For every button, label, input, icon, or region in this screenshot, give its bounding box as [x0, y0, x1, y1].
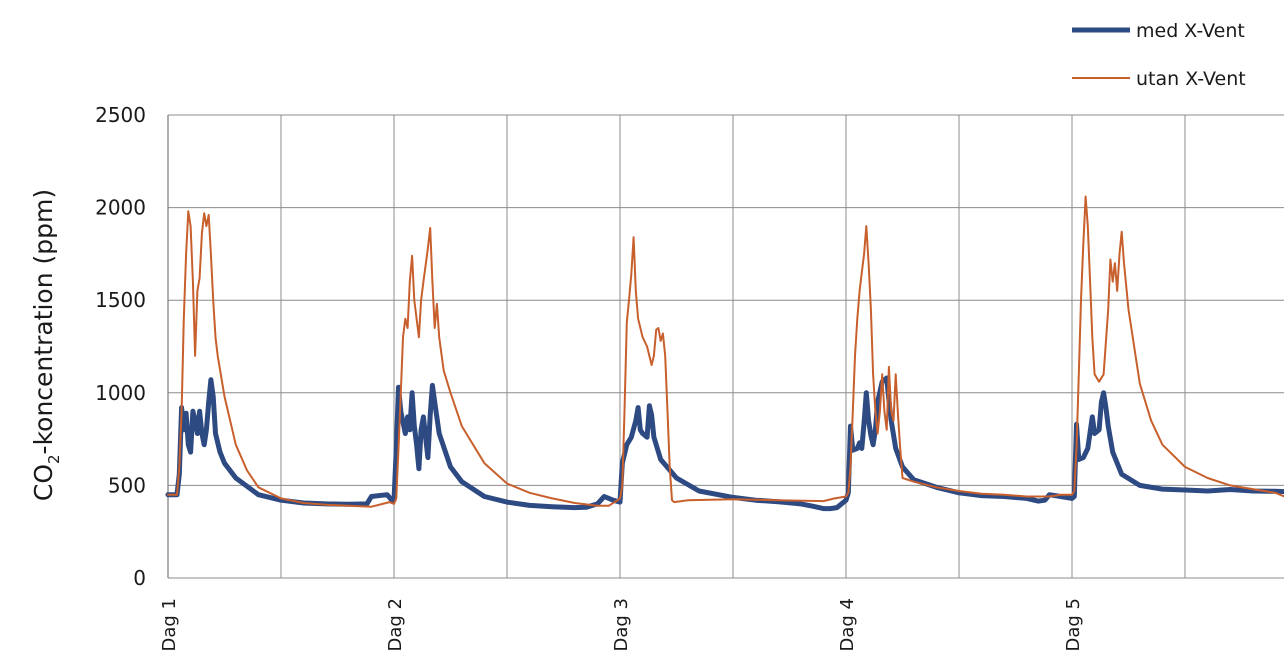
series-line-med-x-vent [165, 375, 1284, 512]
y-axis-ticks: 0 500 1000 1500 2000 2500 [95, 103, 146, 590]
legend-label-utan: utan X-Vent [1136, 68, 1246, 90]
y-tick-label: 1500 [95, 288, 146, 312]
y-tick-label: 2500 [95, 103, 146, 127]
y-tick-label: 0 [133, 566, 146, 590]
y-axis-label: CO2-koncentration (ppm) [29, 189, 63, 501]
series-lines [165, 195, 1284, 512]
x-tick-label: Dag 3 [611, 598, 632, 652]
x-axis-ticks: Dag 1 Dag 2 Dag 3 Dag 4 Dag 5 [159, 598, 1084, 652]
x-tick-label: Dag 5 [1063, 598, 1084, 652]
x-tick-label: Dag 4 [837, 598, 858, 652]
y-tick-label: 1000 [95, 381, 146, 405]
legend: med X-Vent utan X-Vent [1072, 20, 1246, 90]
grid-lines [167, 114, 1284, 579]
x-tick-label: Dag 1 [159, 598, 180, 652]
y-tick-label: 500 [108, 473, 146, 497]
y-tick-label: 2000 [95, 196, 146, 220]
series-line-utan-x-vent [167, 195, 1284, 508]
legend-label-med: med X-Vent [1136, 20, 1245, 42]
x-tick-label: Dag 2 [385, 598, 406, 652]
